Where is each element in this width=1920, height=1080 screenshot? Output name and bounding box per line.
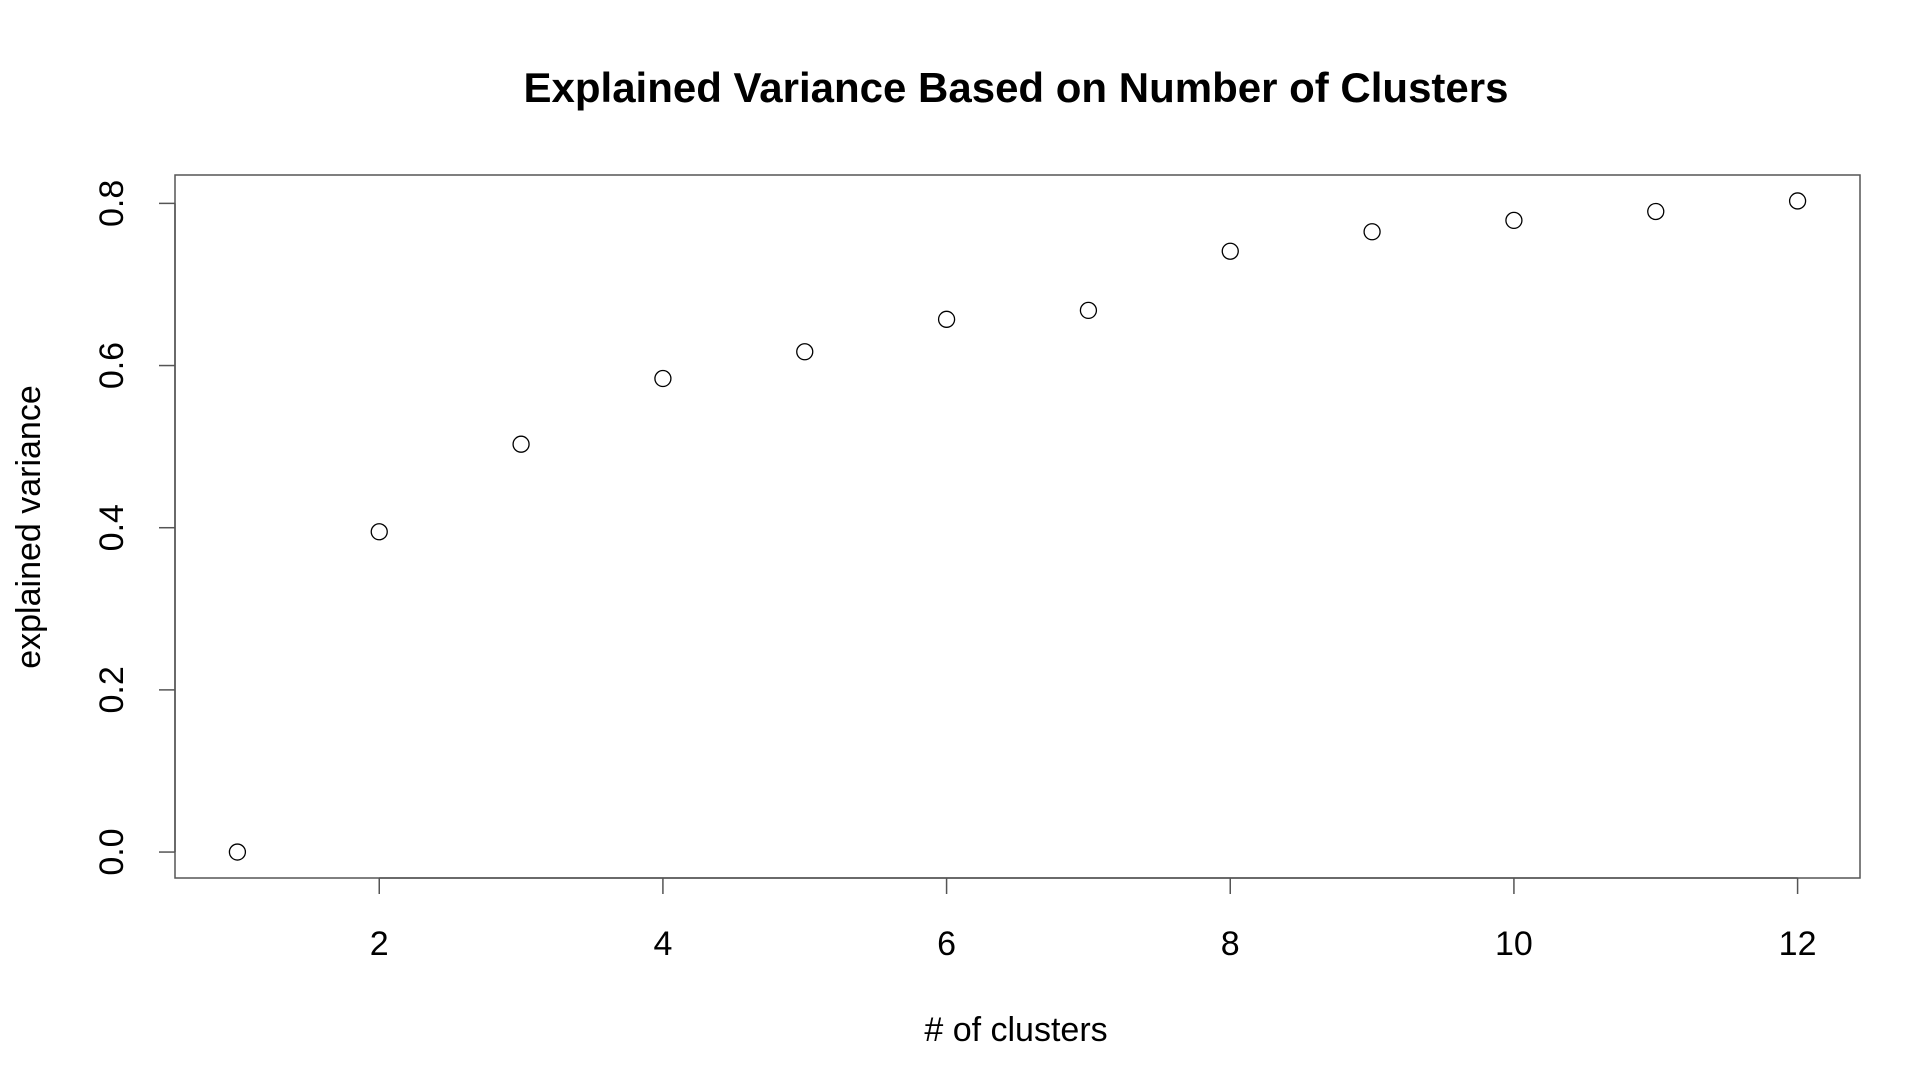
data-point [370,523,388,541]
y-tick-label: 0.0 [93,828,131,875]
x-tick-label: 2 [370,925,389,963]
x-axis: 2 4 6 8 10 12 [370,877,1817,963]
y-tick-label: 0.2 [93,666,131,713]
y-axis: 0.0 0.2 0.4 0.6 0.8 [93,180,176,876]
data-point [654,369,672,388]
data-point [1647,202,1665,221]
data-point [796,343,814,361]
data-point [937,310,956,328]
y-axis-label: explained variance [10,385,48,669]
data-point [1788,192,1807,210]
data-point [1079,301,1098,320]
x-tick-label: 8 [1221,925,1240,963]
x-tick-label: 4 [653,925,672,963]
x-tick-label: 12 [1779,925,1817,963]
data-point [1363,223,1381,241]
x-tick-label: 6 [937,925,956,963]
data-point [1505,211,1523,230]
x-axis-label: # of clusters [924,1011,1107,1049]
chart-title: Explained Variance Based on Number of Cl… [524,64,1509,111]
x-tick-label: 10 [1495,925,1533,963]
data-points [228,192,1807,861]
plot-frame [174,174,1861,879]
data-point [512,435,530,453]
data-point [228,843,247,861]
y-tick-label: 0.6 [93,342,131,389]
data-point [1221,242,1239,260]
y-tick-label: 0.4 [93,504,131,551]
y-tick-label: 0.8 [93,180,131,227]
